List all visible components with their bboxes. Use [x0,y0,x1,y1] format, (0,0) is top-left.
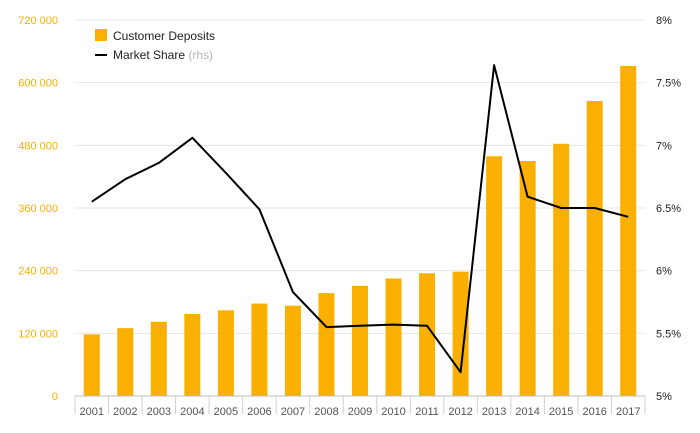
legend-label-market-share-name: Market Share [113,48,185,62]
legend-swatch-deposits [95,29,107,41]
x-tick-label: 2011 [415,406,439,418]
right-tick-label: 6% [656,266,672,278]
x-tick-label: 2009 [348,406,372,418]
deposit-bars [83,65,637,396]
left-tick-label: 240 000 [18,266,58,278]
deposit-bar [284,305,301,396]
deposit-bar [251,303,268,396]
deposit-bar [385,278,402,396]
x-axis: 2001 2002 2003 2004 2005 2006 2007 2008 2009 2010… [74,395,646,418]
left-tick-label: 360 000 [18,203,58,215]
right-tick-label: 6.5% [656,203,681,215]
deposit-bar [217,310,234,396]
legend-label-market-share: Market Share (rhs) [113,48,213,62]
left-axis: 0 120 000 240 000 360 000 480 000 600 000 720 … [18,15,58,403]
x-tick-label: 2008 [314,406,338,418]
deposit-bar [486,156,503,396]
right-tick-label: 7% [656,140,672,152]
x-tick-label: 2015 [549,406,573,418]
x-tick-label: 2017 [616,406,640,418]
x-tick-label: 2003 [147,406,171,418]
market-share-polyline [91,64,629,374]
legend-label-rhs: (rhs) [188,48,213,62]
deposit-bar [352,285,368,396]
x-tick-label: 2014 [515,406,539,418]
deposit-bar [184,314,201,396]
deposit-bar [419,273,436,396]
deposit-bar [519,161,536,396]
x-tick-label: 2002 [113,406,137,418]
deposit-bar [150,321,167,396]
x-tick-label: 2001 [80,406,104,418]
right-tick-label: 7.5% [656,78,681,90]
left-tick-label: 0 [52,391,58,403]
right-tick-label: 5.5% [656,328,681,340]
x-tick-label: 2013 [482,406,506,418]
deposit-bar [620,65,637,396]
gridlines [75,19,645,334]
right-tick-label: 5% [656,391,672,403]
left-tick-label: 120 000 [18,328,58,340]
deposit-bar [553,143,570,396]
x-tick-label: 2012 [448,406,472,418]
left-tick-label: 720 000 [18,15,58,27]
deposit-bar [83,334,100,396]
x-tick-label: 2010 [381,406,405,418]
right-tick-label: 8% [656,15,672,27]
left-tick-label: 480 000 [18,140,58,152]
x-tick-label: 2016 [582,406,606,418]
market-share-line [91,64,629,374]
deposit-bar [117,328,134,396]
left-tick-label: 600 000 [18,78,58,90]
legend: Customer Deposits Market Share (rhs) [95,29,215,62]
deposit-bar [586,100,603,396]
x-tick-label: 2006 [247,406,271,418]
x-tick-label: 2007 [281,406,305,418]
right-axis: 5% 5.5% 6% 6.5% 7% 7.5% 8% [656,15,681,403]
deposit-bar [452,271,469,396]
deposit-bar [318,293,335,396]
legend-label-deposits: Customer Deposits [113,29,215,43]
x-tick-label: 2005 [214,406,238,418]
x-tick-label: 2004 [180,406,204,418]
